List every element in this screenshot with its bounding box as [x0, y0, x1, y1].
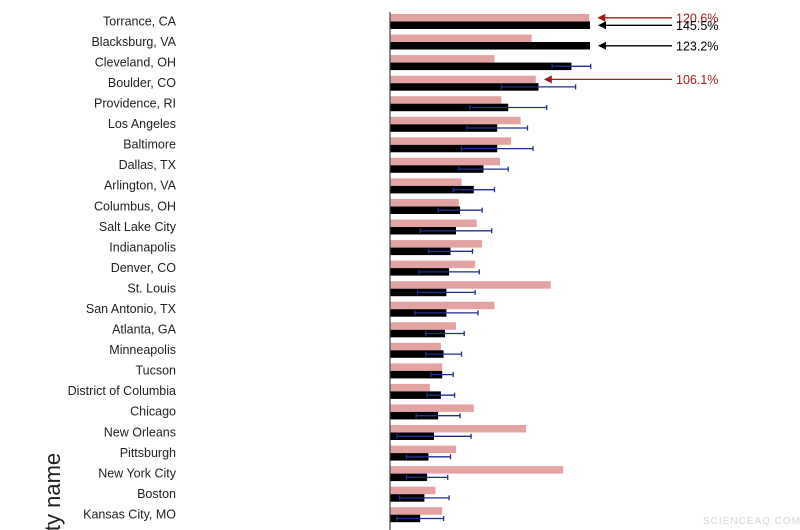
annotation-arrowhead [598, 41, 606, 50]
bar-series-a [390, 34, 532, 42]
category-label: Torrance, CA [103, 14, 177, 28]
category-label: Columbus, OH [94, 199, 176, 213]
annotation-label: 120.6% [676, 11, 718, 25]
category-label: Denver, CO [111, 261, 177, 275]
bar-series-a [390, 260, 476, 269]
bar-series-a [390, 383, 430, 392]
bar-series-a [390, 55, 495, 63]
annotation-arrowhead [543, 75, 552, 84]
category-label: Blacksburg, VA [91, 35, 176, 49]
category-label: Providence, RI [94, 96, 176, 110]
bar-series-a [390, 75, 536, 84]
annotation-label: 123.2% [676, 39, 718, 53]
category-label: New York City [98, 466, 177, 480]
bar-series-a [390, 137, 511, 145]
annotation-arrowhead [597, 13, 606, 22]
bar-series-b [390, 370, 443, 379]
bar-series-b [390, 165, 484, 173]
bar-series-b [390, 103, 509, 112]
bar-series-b [390, 350, 444, 358]
bar-series-a [390, 116, 521, 125]
bar-series-b [390, 206, 461, 214]
category-label: Indianapolis [109, 240, 176, 254]
bar-series-b [390, 247, 451, 256]
bar-series-a [390, 240, 483, 248]
bar-series-a [390, 404, 474, 412]
bar-series-a [390, 178, 462, 186]
bar-series-b [390, 21, 590, 29]
category-label: Boulder, CO [108, 76, 176, 90]
bar-series-a [390, 157, 500, 166]
bar-series-a [390, 199, 459, 207]
bar-series-a [390, 486, 436, 495]
category-label: Cleveland, OH [95, 55, 176, 69]
bar-series-a [390, 14, 590, 22]
category-labels-layer: Torrance, CA Blacksburg, VA Cleveland, OH B… [68, 14, 177, 521]
category-label: San Antonio, TX [86, 302, 177, 316]
bar-series-a [390, 301, 495, 310]
bar-series-a [390, 466, 564, 474]
category-label: Boston [137, 487, 176, 501]
bar-series-a [390, 322, 456, 330]
bar-series-a [390, 425, 527, 433]
category-label: Tucson [135, 364, 176, 378]
error-bars-layer [396, 63, 592, 521]
bar-series-b [390, 124, 498, 132]
bar-series-b [390, 391, 441, 399]
category-label: Chicago [130, 405, 176, 419]
category-label: Dallas, TX [119, 158, 177, 172]
bar-series-a [390, 281, 551, 289]
category-label: Minneapolis [109, 343, 176, 357]
category-label: Pittsburgh [120, 446, 176, 460]
bar-series-a [390, 219, 477, 227]
y-axis-title: ty name [40, 453, 65, 530]
bar-series-a [390, 342, 441, 351]
bar-series-a [390, 507, 443, 515]
bars-layer [390, 14, 590, 523]
annotation-label: 106.1% [676, 73, 718, 87]
bar-series-a [390, 96, 502, 104]
category-label: St. Louis [127, 281, 176, 295]
bar-series-b [390, 62, 572, 71]
category-label: Kansas City, MO [83, 507, 176, 521]
bar-series-b [390, 42, 590, 50]
bar-series-a [390, 445, 456, 454]
annotation-arrowhead [598, 21, 606, 30]
category-label: New Orleans [104, 425, 176, 439]
watermark-text: SCIENCEAQ.COM [703, 516, 800, 527]
bar-series-b [390, 83, 539, 91]
bar-series-b [390, 185, 474, 194]
category-label: Salt Lake City [99, 220, 177, 234]
category-label: District of Columbia [68, 384, 176, 398]
category-label: Baltimore [123, 138, 176, 152]
bar-series-b [390, 411, 439, 420]
bar-series-b [390, 329, 445, 338]
category-label: Arlington, VA [104, 179, 177, 193]
category-label: Los Angeles [108, 117, 176, 131]
annotation-label: 145.5% [676, 19, 718, 33]
bar-series-b [390, 144, 498, 153]
bar-series-a [390, 363, 443, 371]
annotations-layer: 120.6%145.5% 123.2% 106.1% [543, 11, 718, 87]
category-label: Atlanta, GA [112, 323, 177, 337]
